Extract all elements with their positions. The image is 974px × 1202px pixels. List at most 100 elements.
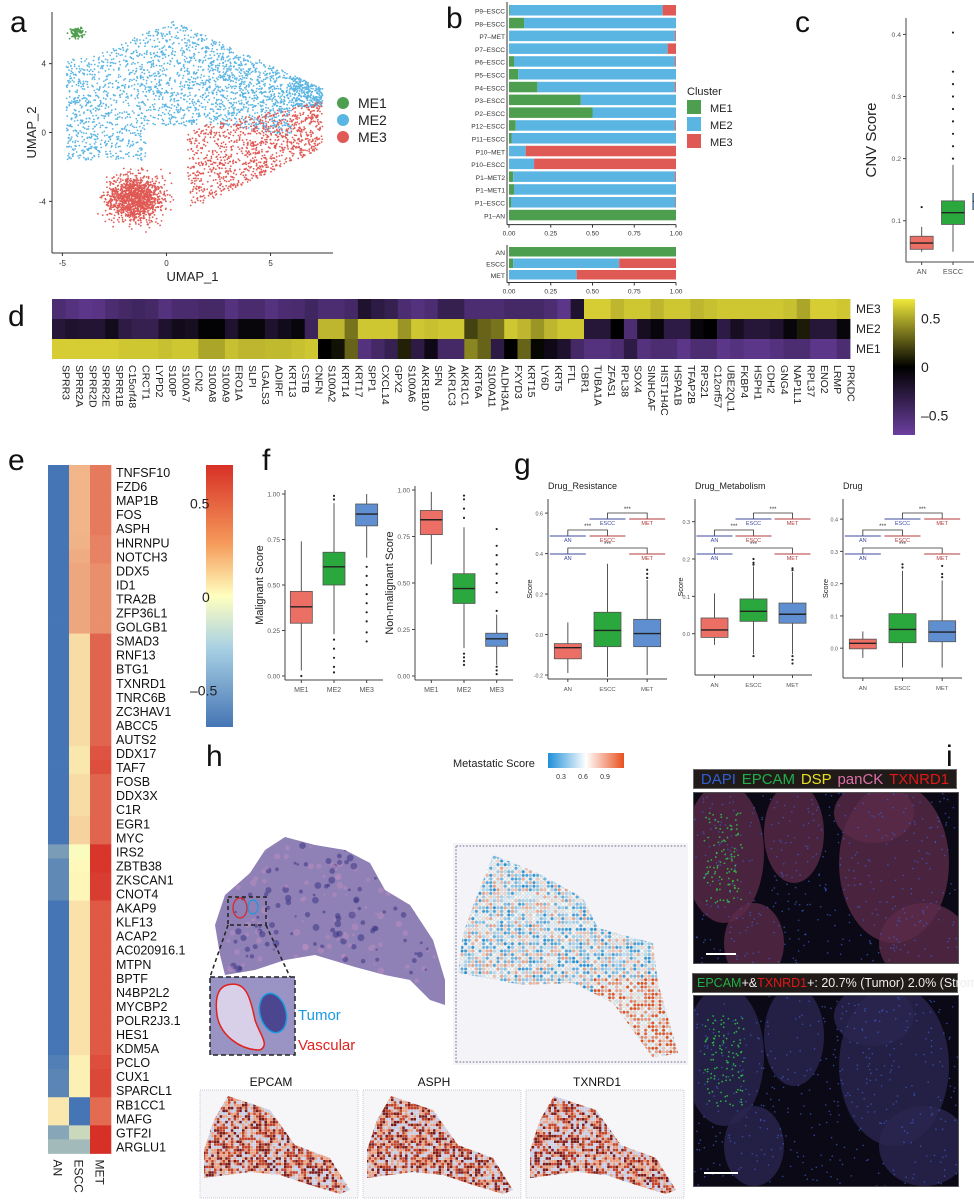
- umap-point-me3: [169, 172, 171, 175]
- umap-point-me2: [276, 120, 279, 123]
- umap-point-me2: [144, 42, 147, 45]
- umap-point-me2: [215, 101, 217, 104]
- umap-point-me2: [262, 80, 264, 83]
- umap-point-me3: [298, 146, 300, 149]
- umap-point-me3: [293, 138, 295, 141]
- umap-point-me2: [290, 78, 293, 81]
- umap-point-me3: [203, 138, 206, 140]
- umap-point-me3: [139, 182, 142, 184]
- umap-point-me3: [220, 190, 223, 192]
- umap-point-me2: [139, 74, 142, 77]
- umap-point-me3: [258, 167, 261, 170]
- umap-point-me2: [68, 137, 70, 140]
- umap-point-me3: [269, 138, 272, 141]
- umap-point-me2: [109, 54, 111, 57]
- umap-point-me3: [118, 205, 121, 208]
- umap-point-me2: [143, 119, 146, 122]
- umap-point-me2: [154, 116, 156, 119]
- umap-point-me2: [261, 110, 263, 113]
- umap-point-me2: [89, 137, 91, 139]
- umap-point-me3: [208, 192, 211, 195]
- umap-point-me3: [140, 179, 143, 182]
- umap-point-me3: [211, 191, 214, 194]
- umap-point-me3: [223, 188, 226, 190]
- umap-point-me2: [118, 111, 121, 114]
- umap-point-me3: [266, 136, 268, 139]
- umap-point-me3: [217, 138, 220, 141]
- umap-point-me2: [238, 111, 241, 114]
- umap-point-me3: [255, 132, 258, 135]
- umap-point-me2: [70, 146, 73, 148]
- umap-point-me3: [154, 185, 156, 187]
- umap-point-me2: [180, 67, 183, 70]
- umap-point-me2: [83, 112, 85, 115]
- umap-point-me2: [96, 82, 99, 85]
- umap-point-me2: [174, 50, 177, 53]
- umap-point-me2: [248, 96, 251, 99]
- umap-point-me2: [96, 107, 98, 110]
- umap-point-me3: [226, 119, 229, 122]
- umap-point-me2: [234, 97, 237, 99]
- umap-point-me2: [160, 34, 163, 36]
- umap-point-me3: [109, 205, 112, 208]
- umap-point-me2: [156, 55, 159, 58]
- umap-point-me3: [313, 150, 316, 152]
- umap-point-me2: [149, 109, 152, 111]
- umap-point-me3: [265, 113, 268, 116]
- umap-point-me3: [303, 144, 306, 146]
- umap-point-me2: [236, 91, 239, 94]
- umap-point-me2: [256, 79, 258, 81]
- umap-point-me2: [192, 64, 195, 67]
- umap-point-me3: [275, 159, 278, 162]
- umap-point-me2: [122, 59, 125, 61]
- umap-point-me2: [234, 77, 236, 80]
- umap-point-me2: [158, 79, 161, 81]
- umap-point-me2: [79, 82, 82, 85]
- umap-point-me2: [140, 112, 143, 114]
- umap-point-me2: [74, 144, 76, 147]
- umap-point-me3: [218, 161, 221, 164]
- umap-point-me3: [270, 142, 273, 145]
- umap-point-me3: [213, 140, 216, 143]
- umap-point-me3: [221, 122, 224, 125]
- umap-point-me2: [200, 82, 203, 84]
- umap-point-me3: [210, 157, 213, 160]
- umap-point-me2: [230, 72, 233, 74]
- umap-point-me3: [155, 175, 158, 178]
- umap-point-me2: [180, 25, 183, 28]
- umap-point-me2: [152, 34, 155, 37]
- umap-point-me2: [194, 78, 197, 80]
- umap-point-me2: [146, 69, 149, 71]
- umap-point-me3: [241, 147, 244, 150]
- umap-point-me3: [195, 162, 197, 165]
- umap-point-me2: [124, 78, 126, 80]
- umap-point-me3: [123, 182, 125, 185]
- umap-point-me2: [321, 99, 324, 102]
- umap-point-me2: [91, 70, 94, 73]
- umap-point-me2: [254, 104, 257, 107]
- umap-point-me2: [215, 41, 218, 44]
- umap-point-me2: [80, 60, 83, 63]
- umap-point-me3: [238, 136, 241, 139]
- umap-point-me3: [127, 175, 129, 177]
- umap-point-me2: [81, 87, 84, 90]
- umap-point-me3: [273, 119, 276, 122]
- umap-point-me2: [250, 89, 253, 92]
- umap-point-me2: [187, 120, 190, 123]
- umap-point-me2: [98, 61, 100, 64]
- umap-point-me2: [225, 87, 228, 89]
- umap-point-me2: [222, 61, 225, 64]
- umap-point-me3: [244, 162, 246, 165]
- umap-point-me2: [186, 100, 188, 103]
- umap-point-me3: [149, 193, 152, 196]
- umap-point-me2: [209, 62, 212, 64]
- umap-point-me2: [144, 142, 147, 145]
- umap-point-me3: [219, 178, 221, 181]
- umap-point-me2: [193, 83, 196, 86]
- umap-point-me2: [182, 117, 185, 119]
- umap-point-me2: [283, 121, 285, 123]
- umap-point-me2: [211, 64, 214, 66]
- umap-point-me3: [227, 132, 230, 135]
- umap-point-me3: [143, 190, 146, 193]
- umap-point-me2: [107, 140, 110, 143]
